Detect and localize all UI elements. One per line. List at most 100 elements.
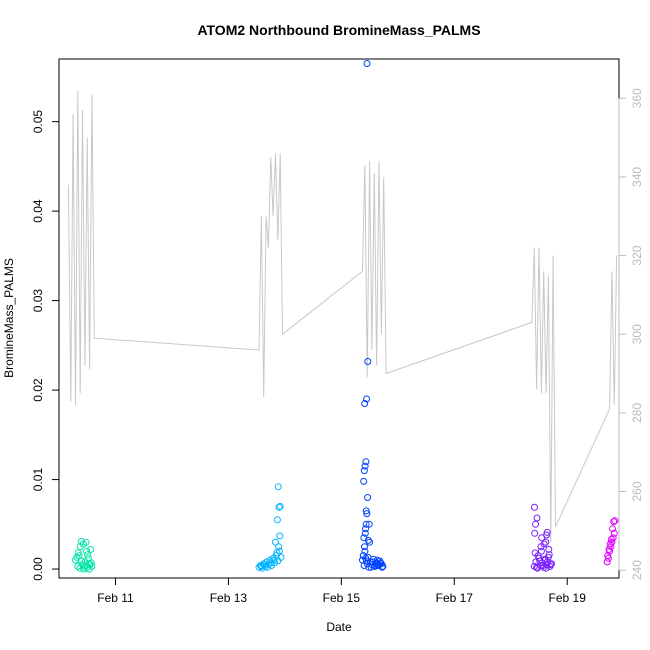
data-point bbox=[364, 494, 372, 501]
data-point bbox=[611, 517, 619, 525]
data-point bbox=[76, 564, 84, 572]
data-point bbox=[532, 520, 539, 528]
data-point bbox=[542, 538, 550, 546]
data-point bbox=[377, 559, 385, 567]
y2-axis: 240 260 280 300 320 340 360 bbox=[618, 88, 644, 580]
data-point bbox=[531, 503, 538, 511]
y2-tick-label: 300 bbox=[630, 324, 644, 344]
data-point bbox=[360, 477, 368, 485]
y2-tick-label: 240 bbox=[630, 560, 644, 580]
y-tick-label: 0.04 bbox=[31, 199, 45, 223]
data-point bbox=[361, 547, 369, 555]
data-point bbox=[361, 529, 369, 537]
data-point bbox=[362, 507, 370, 515]
data-point bbox=[531, 529, 539, 537]
x-tick-label: Feb 13 bbox=[210, 591, 248, 605]
data-point bbox=[360, 534, 368, 542]
y2-tick-label: 360 bbox=[630, 88, 644, 108]
data-point bbox=[79, 540, 87, 548]
data-point bbox=[533, 563, 541, 571]
data-point bbox=[78, 557, 86, 565]
data-point bbox=[609, 525, 616, 533]
data-point bbox=[276, 502, 284, 510]
data-point bbox=[604, 554, 612, 562]
data-point bbox=[276, 532, 284, 540]
secondary-series-line bbox=[67, 90, 618, 543]
x-tick-label: Feb 15 bbox=[323, 591, 361, 605]
data-point bbox=[362, 520, 370, 528]
y2-tick-label: 280 bbox=[630, 403, 644, 423]
data-point bbox=[537, 547, 545, 555]
data-point bbox=[273, 549, 281, 557]
data-point bbox=[86, 561, 94, 569]
data-point bbox=[363, 510, 371, 518]
data-point bbox=[363, 60, 371, 67]
data-point bbox=[270, 556, 278, 564]
y-axis-label: BromineMass_PALMS bbox=[2, 258, 16, 378]
data-point bbox=[272, 538, 279, 546]
x-tick-label: Feb 17 bbox=[436, 591, 474, 605]
data-point bbox=[364, 358, 372, 365]
data-point bbox=[87, 545, 95, 553]
data-point bbox=[84, 551, 92, 559]
data-point bbox=[81, 563, 88, 571]
secondary-line-layer bbox=[67, 90, 618, 543]
y-tick-label: 0.02 bbox=[31, 378, 45, 402]
y-tick-label: 0.05 bbox=[31, 110, 45, 134]
x-tick-label: Feb 11 bbox=[97, 591, 134, 605]
y-tick-label: 0.03 bbox=[31, 289, 45, 313]
data-point bbox=[74, 549, 82, 557]
data-point bbox=[361, 400, 369, 407]
data-point bbox=[607, 536, 615, 543]
data-point bbox=[361, 462, 369, 470]
y2-tick-label: 340 bbox=[630, 167, 644, 187]
data-point bbox=[378, 563, 386, 571]
data-point bbox=[610, 529, 618, 537]
chart-title: ATOM2 Northbound BromineMass_PALMS bbox=[197, 22, 480, 38]
data-point bbox=[610, 518, 618, 526]
data-point bbox=[608, 538, 616, 546]
data-point bbox=[275, 503, 283, 511]
data-point bbox=[542, 564, 550, 572]
data-point bbox=[273, 516, 281, 524]
data-point bbox=[548, 560, 555, 568]
data-point bbox=[372, 560, 380, 568]
data-point bbox=[73, 553, 81, 561]
data-point bbox=[545, 551, 553, 559]
data-point bbox=[547, 561, 555, 569]
y-tick-label: 0.01 bbox=[31, 468, 45, 492]
data-point bbox=[606, 540, 614, 548]
data-point bbox=[533, 514, 541, 522]
data-point bbox=[365, 520, 373, 528]
data-point bbox=[545, 545, 553, 553]
data-point bbox=[379, 562, 387, 570]
data-point bbox=[74, 562, 82, 570]
y2-tick-label: 320 bbox=[630, 245, 644, 265]
x-axis: Feb 11 Feb 13 Feb 15 Feb 17 Feb 19 bbox=[97, 577, 587, 605]
y-tick-label: 0.00 bbox=[31, 557, 45, 581]
y2-tick-label: 260 bbox=[630, 481, 644, 501]
data-point bbox=[370, 562, 378, 569]
data-point bbox=[277, 553, 285, 561]
data-point bbox=[87, 559, 95, 567]
data-point bbox=[359, 552, 367, 560]
data-point bbox=[83, 547, 90, 555]
x-tick-label: Feb 19 bbox=[549, 591, 587, 605]
data-point bbox=[264, 563, 272, 571]
data-point bbox=[543, 528, 551, 536]
data-point bbox=[362, 458, 370, 466]
data-point bbox=[274, 483, 282, 491]
x-axis-label: Date bbox=[326, 620, 352, 634]
data-point bbox=[540, 540, 548, 548]
data-point bbox=[609, 534, 617, 542]
points-layer bbox=[72, 60, 619, 573]
data-point bbox=[360, 467, 368, 475]
data-point bbox=[364, 553, 372, 561]
data-point bbox=[366, 538, 374, 546]
data-point bbox=[362, 525, 369, 533]
data-point bbox=[361, 543, 368, 551]
data-point bbox=[85, 565, 93, 573]
data-point bbox=[363, 395, 371, 403]
y-axis: 0.00 0.01 0.02 0.03 0.04 0.05 bbox=[31, 110, 60, 581]
